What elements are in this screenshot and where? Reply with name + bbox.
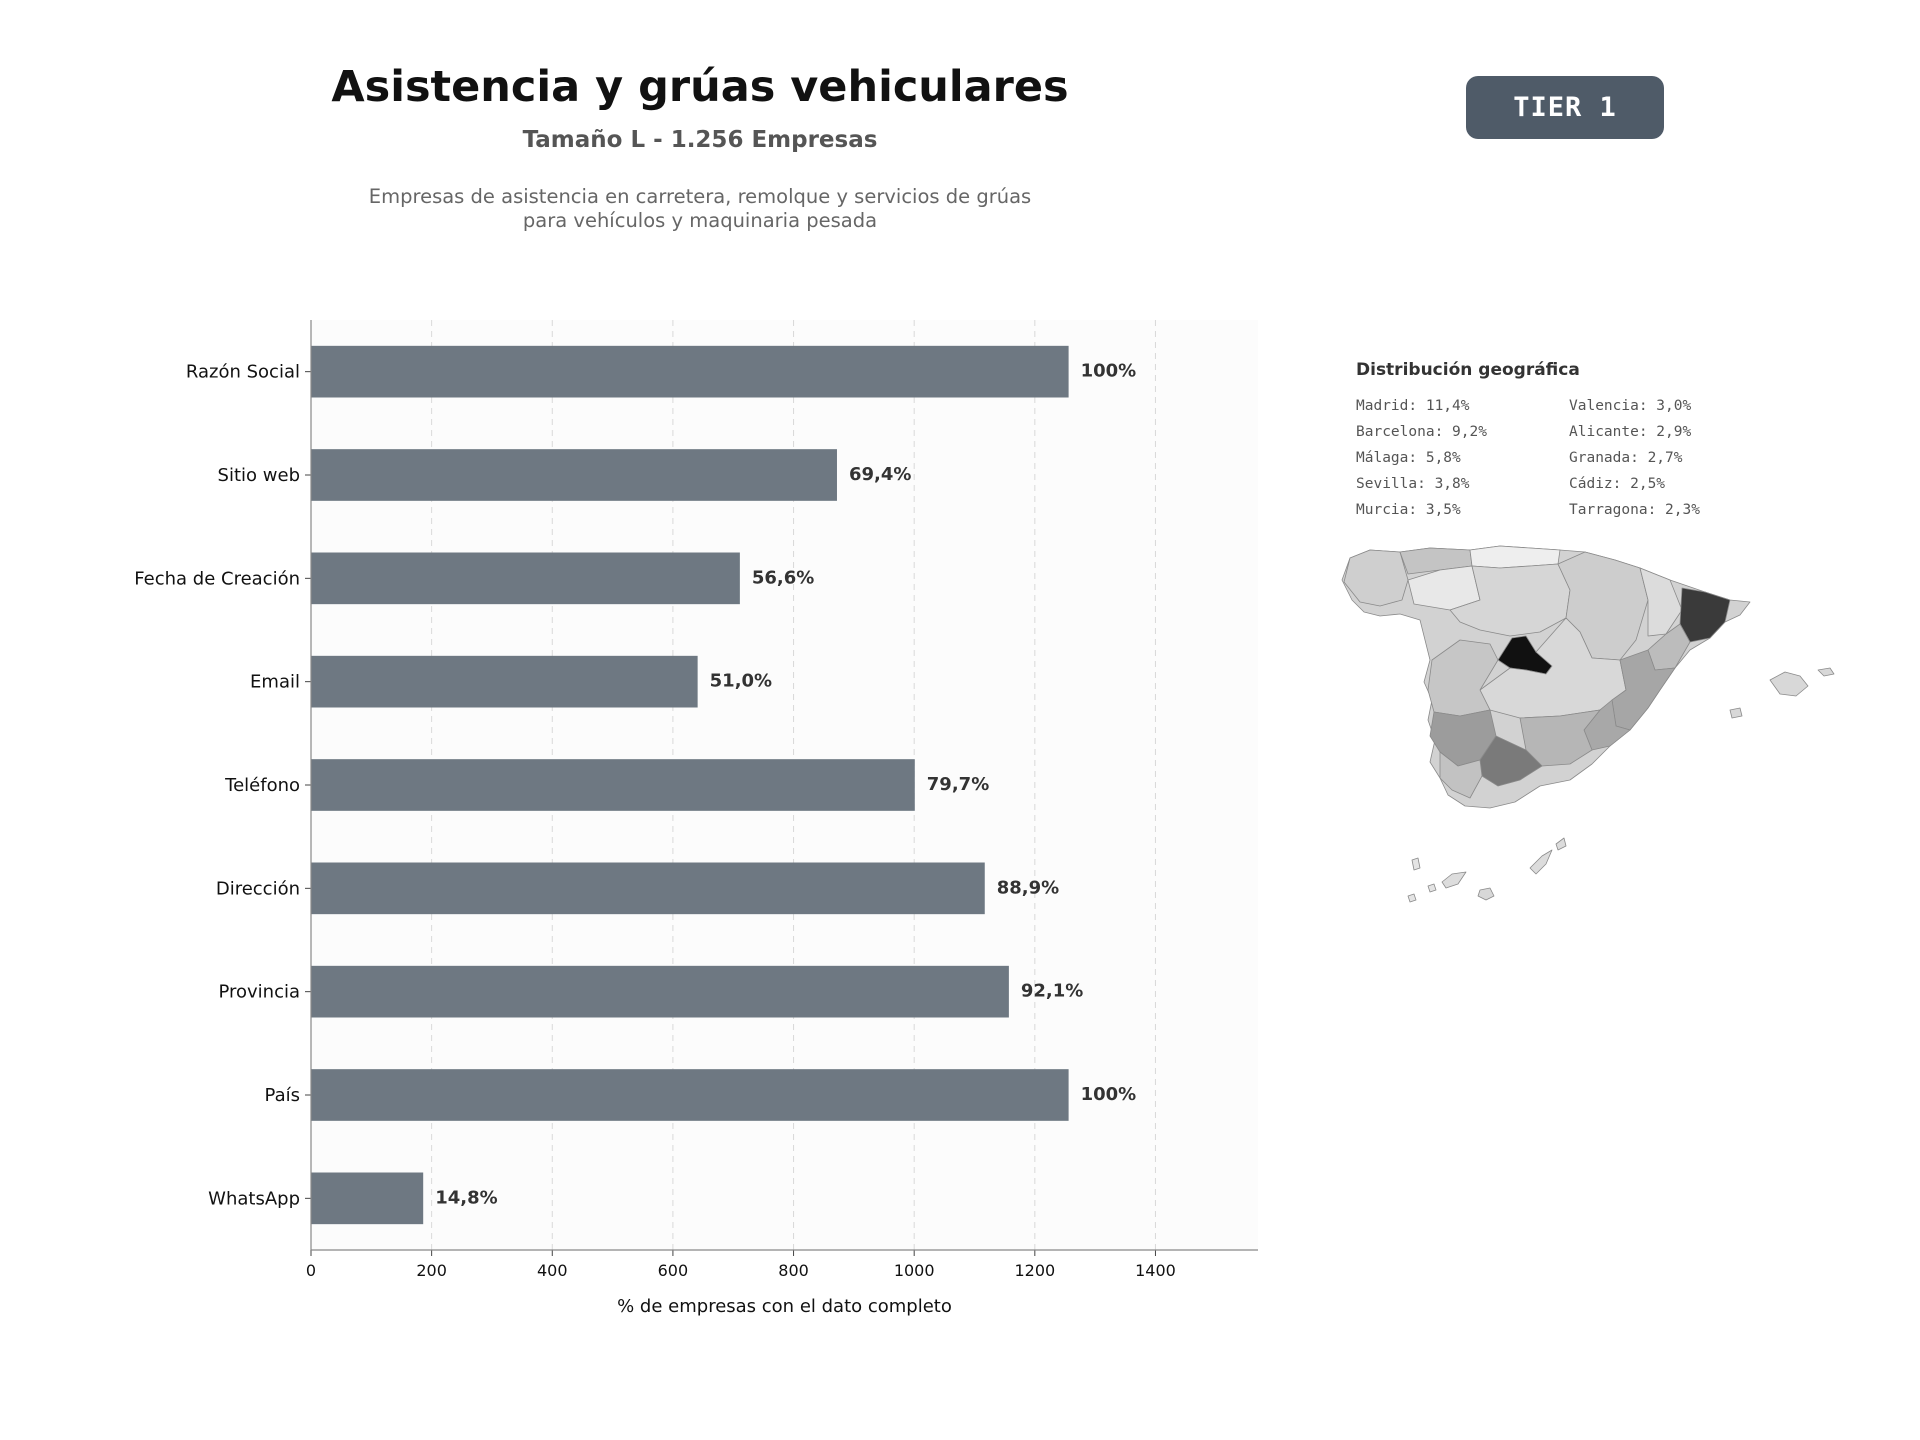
map-menorca — [1817, 667, 1835, 677]
bar — [311, 1069, 1069, 1121]
geo-item: Tarragona: 2,3% — [1569, 502, 1700, 518]
geo-item: Málaga: 5,8% — [1356, 450, 1461, 466]
y-tick-label: Razón Social — [186, 362, 300, 383]
map-barcelona — [1679, 587, 1731, 643]
geo-item: Alicante: 2,9% — [1569, 424, 1692, 440]
map-canary-grancanaria — [1477, 887, 1495, 901]
geo-item: Granada: 2,7% — [1569, 450, 1683, 466]
x-tick-label: 600 — [658, 1261, 689, 1280]
description-line-2: para vehículos y maquinaria pesada — [522, 209, 878, 232]
map-ibiza — [1729, 707, 1743, 719]
x-tick-label: 1400 — [1135, 1261, 1176, 1280]
geo-distribution-title: Distribución geográfica — [1356, 360, 1580, 380]
data-label: 92,1% — [1021, 981, 1083, 1002]
geo-item: Murcia: 3,5% — [1356, 502, 1461, 518]
map-canary-lapalma — [1411, 857, 1421, 871]
data-label: 14,8% — [435, 1187, 497, 1208]
map-canary-hierro — [1407, 893, 1417, 903]
y-tick-label: Provincia — [218, 982, 300, 1003]
data-label: 51,0% — [710, 671, 772, 692]
data-label: 100% — [1081, 1084, 1137, 1105]
map-cadiz — [1439, 751, 1483, 799]
spain-map — [1341, 545, 1835, 903]
x-tick-label: 0 — [306, 1261, 316, 1280]
y-tick-label: Dirección — [216, 878, 300, 899]
map-valencia — [1611, 649, 1676, 731]
tier-badge: TIER 1 — [1466, 76, 1664, 139]
data-label: 56,6% — [752, 567, 814, 588]
geo-distribution-list: Madrid: 11,4% Valencia: 3,0% Barcelona: … — [1356, 397, 1776, 520]
bar — [311, 552, 740, 605]
y-tick-label: Sitio web — [218, 465, 300, 486]
x-tick-label: 400 — [537, 1261, 568, 1280]
x-tick-label: 1000 — [894, 1261, 935, 1280]
x-tick-label: 1200 — [1014, 1261, 1055, 1280]
y-tick-label: País — [265, 1085, 300, 1106]
chart-description: Empresas de asistencia en carretera, rem… — [250, 185, 1150, 233]
map-canary-fuerteventura — [1529, 849, 1553, 875]
bar — [311, 965, 1009, 1018]
bar — [311, 759, 915, 811]
bar — [311, 1172, 424, 1225]
x-axis-label: % de empresas con el dato completo — [617, 1296, 952, 1317]
bar — [311, 862, 985, 915]
y-tick-label: Teléfono — [224, 775, 300, 796]
y-tick-label: WhatsApp — [208, 1188, 300, 1209]
chart-title: Asistencia y grúas vehiculares — [331, 62, 1069, 112]
x-tick-label: 800 — [778, 1261, 809, 1280]
bar — [311, 655, 698, 708]
chart-subtitle: Tamaño L - 1.256 Empresas — [522, 127, 878, 153]
description-line-1: Empresas de asistencia en carretera, rem… — [368, 185, 1032, 208]
data-label: 88,9% — [997, 877, 1059, 898]
y-tick-label: Email — [250, 672, 300, 693]
map-mallorca — [1769, 671, 1809, 697]
geo-item: Madrid: 11,4% — [1356, 398, 1470, 414]
data-label: 100% — [1081, 361, 1137, 382]
bar — [311, 345, 1069, 398]
data-label: 79,7% — [927, 774, 989, 795]
x-tick-label: 200 — [416, 1261, 447, 1280]
bar — [311, 449, 837, 501]
map-castilla-leon — [1449, 563, 1571, 637]
data-label: 69,4% — [849, 464, 911, 485]
map-extremadura — [1427, 639, 1499, 717]
map-canary-tenerife — [1441, 871, 1467, 889]
geo-item: Valencia: 3,0% — [1569, 398, 1692, 414]
y-tick-label: Fecha de Creación — [134, 568, 300, 589]
map-galicia — [1343, 549, 1409, 607]
map-canary-gomera — [1427, 883, 1437, 893]
geo-item: Barcelona: 9,2% — [1356, 424, 1487, 440]
map-malaga — [1479, 735, 1543, 787]
geo-item: Cádiz: 2,5% — [1569, 476, 1666, 492]
geo-item: Sevilla: 3,8% — [1356, 476, 1470, 492]
map-canary-lanzarote — [1555, 837, 1567, 851]
